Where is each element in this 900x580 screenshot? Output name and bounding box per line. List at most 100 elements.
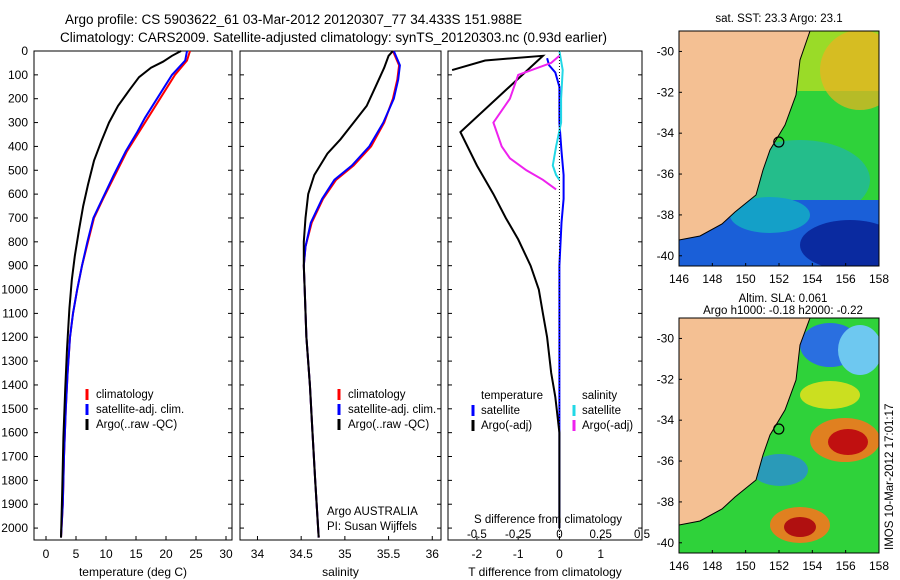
salinity-xtick-label: 36 bbox=[426, 547, 440, 561]
sla_map-lon-label: 152 bbox=[769, 559, 789, 573]
sla_map-lon-label: 156 bbox=[836, 559, 856, 573]
salinity-xtick-label: 34 bbox=[251, 547, 265, 561]
depth-tick-label: 1400 bbox=[1, 378, 28, 392]
temperature-xtick-label: 0 bbox=[43, 547, 50, 561]
depth-tick-label: 1500 bbox=[1, 402, 28, 416]
sst_map-lon-label: 152 bbox=[769, 272, 789, 286]
sla-map-title-line1: Altim. SLA: 0.061 bbox=[739, 293, 828, 305]
depth-tick-label: 1100 bbox=[2, 306, 28, 320]
temperature-legend-label: Argo(..raw -QC) bbox=[96, 419, 177, 431]
salinity-xlabel: salinity bbox=[322, 565, 359, 579]
sla_map-lon-label: 146 bbox=[669, 559, 689, 573]
depth-tick-label: 500 bbox=[8, 163, 28, 177]
difference-axes-frame bbox=[447, 50, 643, 541]
sst-mid-cool bbox=[730, 197, 810, 233]
depth-tick-label: 600 bbox=[8, 187, 28, 201]
depth-tick-label: 1900 bbox=[1, 497, 28, 511]
temperature-legend-label: satellite-adj. clim. bbox=[96, 404, 184, 416]
difference-xtick-label: -2 bbox=[472, 547, 483, 561]
sst_map-lon-label: 154 bbox=[802, 272, 822, 286]
depth-tick-label: 100 bbox=[8, 68, 28, 82]
sla-mid-high bbox=[800, 381, 860, 409]
difference-legend-heading-salinity: salinity bbox=[582, 390, 617, 402]
salinity-axes-frame bbox=[239, 50, 442, 541]
difference-series-line-3 bbox=[492, 55, 561, 191]
difference-legend-label: Argo(-adj) bbox=[582, 420, 633, 432]
difference-xtick-label: -1 bbox=[513, 547, 524, 561]
depth-tick-label: 0 bbox=[21, 44, 28, 58]
depth-tick-label: 800 bbox=[8, 235, 28, 249]
temperature-series-line-0 bbox=[60, 50, 191, 538]
salinity-xtick-label: 35 bbox=[338, 547, 352, 561]
difference-xtick-label: 1 bbox=[597, 547, 604, 561]
salinity-legend-label: climatology bbox=[348, 389, 406, 401]
sla_map-lon-label: 158 bbox=[869, 559, 889, 573]
sla-land bbox=[679, 318, 811, 526]
sla_map-lat-label: -36 bbox=[657, 454, 675, 468]
salinity-series-line-2 bbox=[302, 50, 394, 538]
sst_map-lon-label: 146 bbox=[669, 272, 689, 286]
temperature-xlabel: temperature (deg C) bbox=[79, 565, 187, 579]
temperature-xtick-label: 30 bbox=[219, 547, 233, 561]
difference-xlabel: T difference from climatology bbox=[468, 565, 622, 579]
sla_map-lat-label: -34 bbox=[657, 413, 675, 427]
salinity-diff-tick-label: 0 bbox=[556, 529, 562, 541]
difference-legend-label: satellite bbox=[582, 405, 621, 417]
depth-tick-label: 700 bbox=[8, 211, 28, 225]
sst_map-lon-label: 150 bbox=[736, 272, 756, 286]
sst_map-lat-label: -30 bbox=[657, 44, 675, 58]
depth-tick-label: 900 bbox=[8, 259, 28, 273]
sst_map-lon-label: 148 bbox=[702, 272, 722, 286]
sla_map-lat-label: -30 bbox=[657, 331, 675, 345]
sla_map-lon-label: 154 bbox=[802, 559, 822, 573]
sla-map bbox=[679, 318, 879, 553]
temperature-xtick-label: 10 bbox=[99, 547, 113, 561]
argo-pi-annotation: PI: Susan Wijffels bbox=[327, 521, 417, 533]
depth-tick-label: 1700 bbox=[1, 450, 28, 464]
figure-title-line1: Argo profile: CS 5903622_61 03-Mar-2012 … bbox=[65, 12, 522, 27]
difference-panel: -2 -1 0 1 T difference from climatology -0.5 -… bbox=[447, 50, 650, 579]
depth-tick-label: 400 bbox=[8, 139, 28, 153]
temperature-legend-label: climatology bbox=[96, 389, 154, 401]
sst-map-axes: 146 148 150 152 154 156 158 -30 -32 -34 -36 -38 -40 bbox=[657, 30, 889, 286]
temperature-axes-frame bbox=[33, 50, 233, 541]
salinity-xtick-label: 35.5 bbox=[377, 547, 401, 561]
sst_map-lat-label: -32 bbox=[657, 85, 675, 99]
temperature-series-line-1 bbox=[60, 50, 188, 538]
salinity-diff-tick-label: -0.5 bbox=[467, 529, 487, 541]
sst-land bbox=[679, 31, 811, 241]
salinity-diff-tick-label: -0.25 bbox=[505, 529, 531, 541]
sst_map-lon-label: 156 bbox=[836, 272, 856, 286]
temperature-xtick-label: 15 bbox=[129, 547, 143, 561]
sst_map-lat-label: -36 bbox=[657, 167, 675, 181]
difference-series-line-2 bbox=[551, 50, 564, 181]
argo-country-annotation: Argo AUSTRALIA bbox=[327, 506, 418, 518]
figure-title-line2: Climatology: CARS2009. Satellite-adjuste… bbox=[60, 30, 607, 45]
sla-argo-position-marker bbox=[773, 423, 785, 435]
difference-series-line-0 bbox=[546, 57, 565, 529]
depth-tick-label: 1200 bbox=[1, 330, 28, 344]
difference-legend-label: satellite bbox=[481, 405, 520, 417]
sla_map-lon-label: 150 bbox=[736, 559, 756, 573]
depth-tick-label: 1600 bbox=[1, 426, 28, 440]
sla-low-blob-3 bbox=[752, 454, 808, 486]
sla_map-lat-label: -40 bbox=[657, 536, 675, 550]
depth-tick-label: 1300 bbox=[1, 354, 28, 368]
salinity-diff-tick-label: 0.25 bbox=[590, 529, 612, 541]
sla_map-lat-label: -32 bbox=[657, 372, 675, 386]
sla_map-lon-label: 148 bbox=[702, 559, 722, 573]
difference-xtick-label: 0 bbox=[556, 547, 563, 561]
temperature-xtick-label: 20 bbox=[159, 547, 173, 561]
sla_map-lat-label: -38 bbox=[657, 495, 675, 509]
difference-top-xlabel: S difference from climatology bbox=[474, 514, 622, 526]
sst_map-lat-label: -34 bbox=[657, 126, 675, 140]
sst-map bbox=[679, 31, 879, 266]
temperature-series-line-2 bbox=[60, 50, 182, 538]
difference-series-line-1 bbox=[451, 54, 561, 529]
depth-tick-label: 300 bbox=[8, 116, 28, 130]
side-timestamp: IMOS 10-Mar-2012 17:01:17 bbox=[884, 404, 896, 550]
sst-map-title: sat. SST: 23.3 Argo: 23.1 bbox=[715, 13, 842, 25]
sla-map-title-line2: Argo h1000: -0.18 h2000: -0.22 bbox=[703, 305, 863, 317]
sst_map-lat-label: -38 bbox=[657, 208, 675, 222]
